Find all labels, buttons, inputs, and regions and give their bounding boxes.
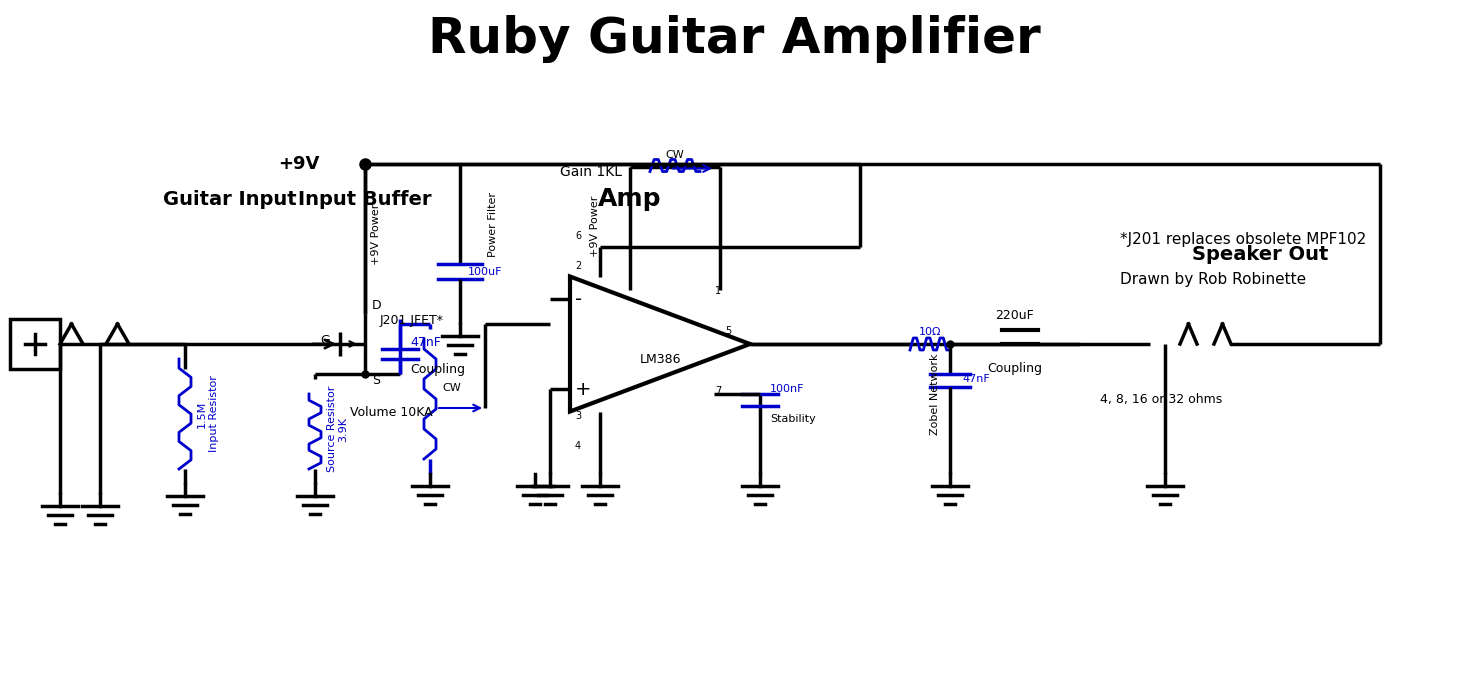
Text: 6: 6 [575,231,581,241]
Text: 5: 5 [725,326,731,336]
Text: 10Ω: 10Ω [919,327,941,337]
Text: 2: 2 [575,261,581,271]
Text: D: D [371,299,382,312]
Text: +9V Power: +9V Power [371,204,382,265]
Text: 3: 3 [575,411,581,421]
Text: -: - [575,290,583,309]
Text: Power Filter: Power Filter [487,191,498,257]
Text: Zobel Network: Zobel Network [931,353,940,435]
Text: Source Resistor
3.9K: Source Resistor 3.9K [327,386,348,472]
Text: G: G [320,334,330,347]
Text: Speaker Out: Speaker Out [1192,245,1329,264]
Text: Gain 1KL: Gain 1KL [559,164,622,179]
Text: Drawn by Rob Robinette: Drawn by Rob Robinette [1120,272,1307,286]
Text: 7: 7 [715,386,721,396]
Text: Input Buffer: Input Buffer [298,189,432,208]
Text: +9V Power: +9V Power [590,196,600,257]
Text: +9V: +9V [279,155,320,173]
Text: 47nF: 47nF [962,374,989,384]
Text: CW: CW [665,150,684,160]
Text: Amp: Amp [599,187,662,211]
Text: J201 JFET*: J201 JFET* [380,314,443,327]
Text: Guitar Input: Guitar Input [163,189,297,208]
Text: +: + [575,379,592,398]
Text: Coupling: Coupling [410,363,465,375]
Text: S: S [371,374,380,387]
Text: 4: 4 [575,441,581,451]
Text: 4, 8, 16 or 32 ohms: 4, 8, 16 or 32 ohms [1100,392,1223,406]
Text: *J201 replaces obsolete MPF102: *J201 replaces obsolete MPF102 [1120,231,1367,247]
Text: Volume 10KA: Volume 10KA [349,406,433,419]
Text: 100nF: 100nF [771,384,804,394]
Text: 220uF: 220uF [995,309,1035,322]
Text: CW: CW [442,383,461,393]
Text: 1.5M
Input Resistor: 1.5M Input Resistor [197,375,219,452]
Text: 100uF: 100uF [468,267,502,277]
Text: LM386: LM386 [639,353,681,365]
Text: Coupling: Coupling [988,362,1042,375]
Text: 1: 1 [715,286,721,296]
Text: 47nF: 47nF [410,336,440,348]
Text: Ruby Guitar Amplifier: Ruby Guitar Amplifier [427,15,1041,63]
Text: Stability: Stability [771,414,816,424]
Bar [10,319,60,369]
